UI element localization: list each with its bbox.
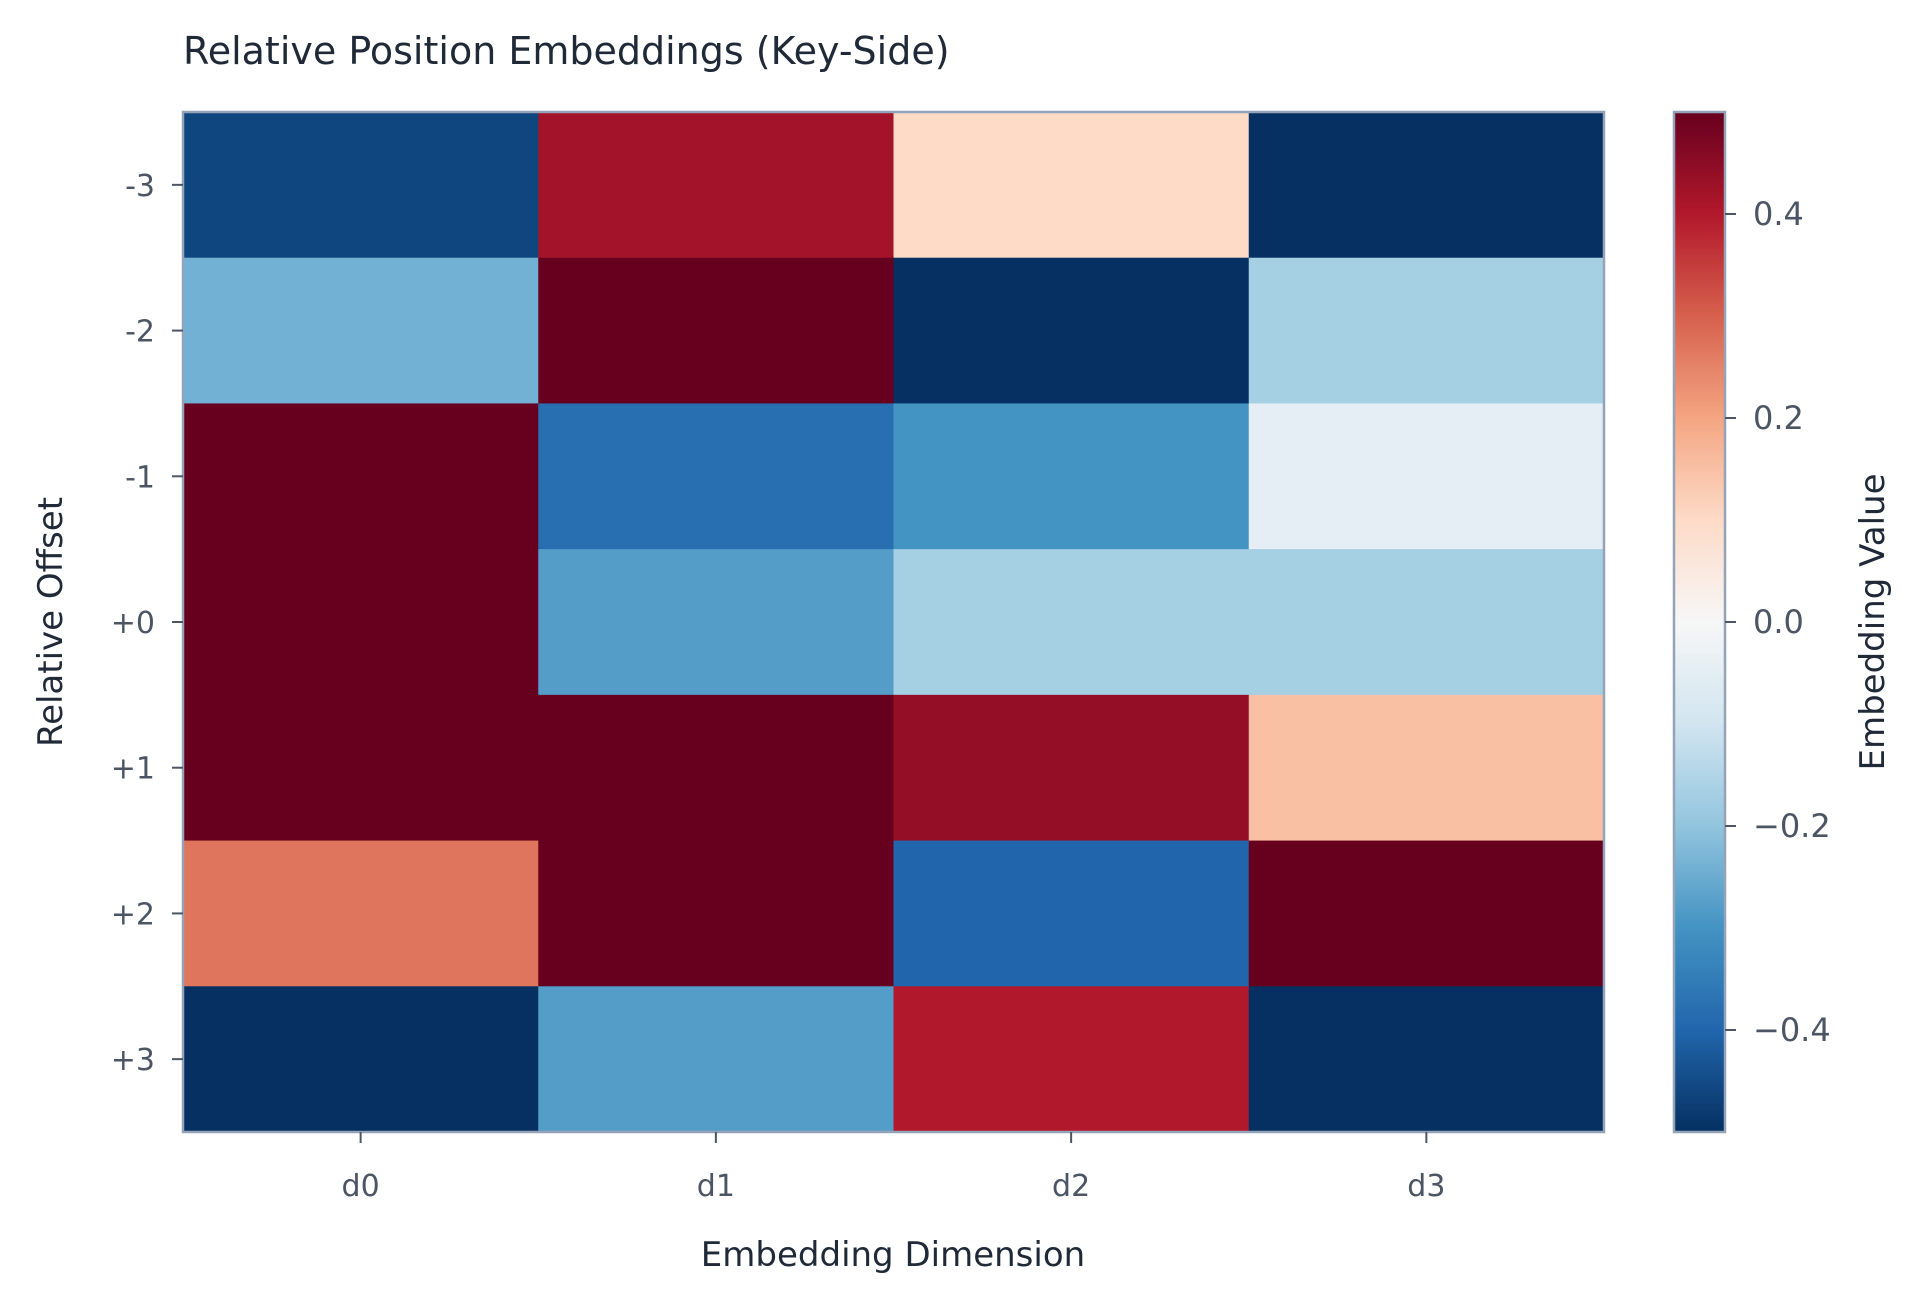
heatmap-cells	[183, 112, 1605, 1133]
heatmap-cell	[538, 257, 895, 405]
heatmap-cell	[183, 112, 539, 259]
heatmap-cell	[893, 694, 1250, 842]
colorbar-tick-label: −0.4	[1753, 1011, 1831, 1049]
heatmap-cell	[1248, 986, 1605, 1133]
y-axis-label: Relative Offset	[31, 497, 71, 747]
heatmap-cell	[1248, 257, 1605, 405]
heatmap-cell	[183, 694, 539, 842]
chart-title: Relative Position Embeddings (Key-Side)	[183, 29, 950, 73]
y-tick-label: +1	[111, 752, 155, 787]
heatmap-cell	[893, 840, 1250, 987]
heatmap-cell	[538, 694, 895, 842]
y-tick-label: +0	[111, 606, 155, 641]
colorbar-label: Embedding Value	[1853, 473, 1893, 770]
heatmap-cell	[893, 257, 1250, 405]
heatmap-cell	[538, 403, 895, 550]
colorbar-axis: −0.4 −0.2 0.0 0.2 0.4	[1725, 195, 1831, 1049]
heatmap-cell	[893, 112, 1250, 259]
y-tick-label: -1	[125, 460, 155, 495]
heatmap-cell	[538, 549, 895, 696]
heatmap-cell	[893, 549, 1250, 696]
x-axis-label: Embedding Dimension	[701, 1235, 1085, 1275]
heatmap-cell	[1248, 549, 1605, 696]
y-tick-label: +3	[111, 1043, 155, 1078]
heatmap-cell	[1248, 694, 1605, 842]
heatmap-cell	[1248, 840, 1605, 987]
x-axis: d0 d1 d2 d3	[342, 1132, 1445, 1204]
x-tick-label: d1	[697, 1169, 735, 1204]
heatmap-cell	[183, 257, 539, 405]
colorbar	[1672, 110, 1727, 1134]
colorbar-tick-label: 0.2	[1753, 399, 1804, 437]
heatmap-cell	[893, 403, 1250, 550]
x-tick-label: d3	[1407, 1169, 1445, 1204]
x-tick-label: d2	[1052, 1169, 1090, 1204]
heatmap-cell	[538, 840, 895, 987]
heatmap-cell	[893, 986, 1250, 1133]
heatmap-cell	[183, 986, 539, 1133]
y-tick-label: -2	[125, 315, 155, 350]
colorbar-tick-label: −0.2	[1753, 807, 1831, 845]
heatmap-cell	[183, 840, 539, 987]
heatmap-cell	[183, 549, 539, 696]
colorbar-tick-label: 0.0	[1753, 603, 1804, 641]
x-tick-label: d0	[342, 1169, 380, 1204]
colorbar-gradient	[1674, 112, 1725, 1132]
colorbar-tick-label: 0.4	[1753, 195, 1804, 233]
y-tick-label: -3	[125, 169, 155, 204]
y-axis: -3 -2 -1 +0 +1 +2 +3	[111, 169, 183, 1078]
heatmap-cell	[1248, 403, 1605, 550]
heatmap-cell	[538, 112, 895, 259]
y-tick-label: +2	[111, 897, 155, 932]
heatmap-cell	[1248, 112, 1605, 259]
heatmap-cell	[183, 403, 539, 550]
heatmap-cell	[538, 986, 895, 1133]
